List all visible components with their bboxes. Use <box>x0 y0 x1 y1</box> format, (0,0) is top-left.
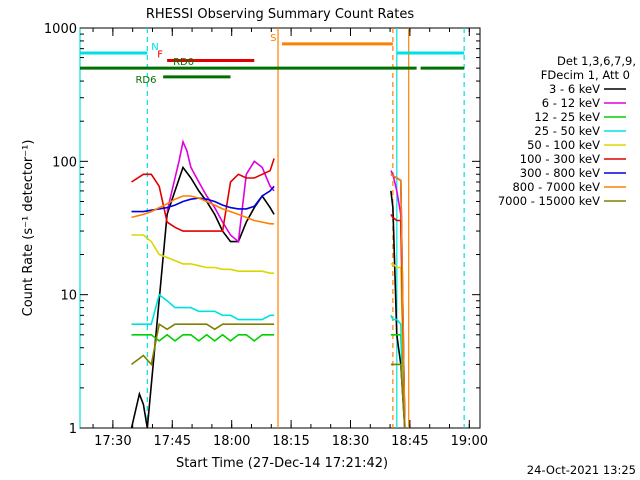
series-line-2 <box>131 333 275 342</box>
series-line-6 <box>131 185 275 213</box>
series-line-3-b <box>390 314 406 429</box>
flag-label-rd6: RD6 <box>135 75 156 86</box>
flag-label-rd0: RD0 <box>173 57 194 68</box>
y-axis-label: Count Rate (s⁻¹ detector⁻¹) <box>21 140 36 317</box>
x-axis-label: Start Time (27-Dec-14 17:21:42) <box>176 456 388 471</box>
legend-label-5: 100 - 300 keV <box>520 152 600 166</box>
legend-label-1: 6 - 12 keV <box>542 96 600 110</box>
legend-label-0: 3 - 6 keV <box>549 82 600 96</box>
series-line-8-b <box>390 363 406 429</box>
y-tick-label-1: 10 <box>60 289 77 304</box>
flag-label-n: N <box>151 42 158 53</box>
legend-label-3: 25 - 50 keV <box>534 124 600 138</box>
legend-header-2: FDecim 1, Att 0 <box>541 68 630 82</box>
legend-label-6: 300 - 800 keV <box>520 166 600 180</box>
plot-area: 17:30 17:45 18:00 18:15 18:30 18:45 19:00 1 10 10… <box>44 22 488 449</box>
series-line-8 <box>131 322 275 367</box>
x-tick-label-4: 18:30 <box>332 434 369 449</box>
legend-label-7: 800 - 7000 keV <box>512 180 600 194</box>
series-line-5 <box>131 158 275 232</box>
x-tick-label-6: 19:00 <box>451 434 488 449</box>
series-line-7-b <box>390 173 406 429</box>
series-line-4 <box>131 234 275 274</box>
x-tick-label-3: 18:15 <box>272 434 309 449</box>
legend-label-2: 12 - 25 keV <box>534 110 600 124</box>
series-line-3 <box>131 293 275 325</box>
legend-label-4: 50 - 100 keV <box>527 138 600 152</box>
flag-label-f: F <box>157 50 163 61</box>
series-line-1 <box>166 139 275 244</box>
x-tick-label-1: 17:45 <box>154 434 191 449</box>
legend-header-1: Det 1,3,6,7,9, <box>557 54 636 68</box>
y-tick-label-2: 100 <box>52 155 77 170</box>
flag-label-s: S <box>270 33 276 44</box>
x-tick-label-0: 17:30 <box>94 434 131 449</box>
legend-label-8: 7000 - 15000 keV <box>498 194 600 208</box>
y-tick-label-3: 1000 <box>44 22 77 37</box>
chart-title: RHESSI Observing Summary Count Rates <box>146 7 415 22</box>
y-tick-label-0: 1 <box>69 422 77 437</box>
x-tick-label-5: 18:45 <box>391 434 428 449</box>
timestamp: 24-Oct-2021 13:25 <box>527 463 636 477</box>
x-tick-label-2: 18:00 <box>213 434 250 449</box>
series-line-7 <box>131 195 275 225</box>
